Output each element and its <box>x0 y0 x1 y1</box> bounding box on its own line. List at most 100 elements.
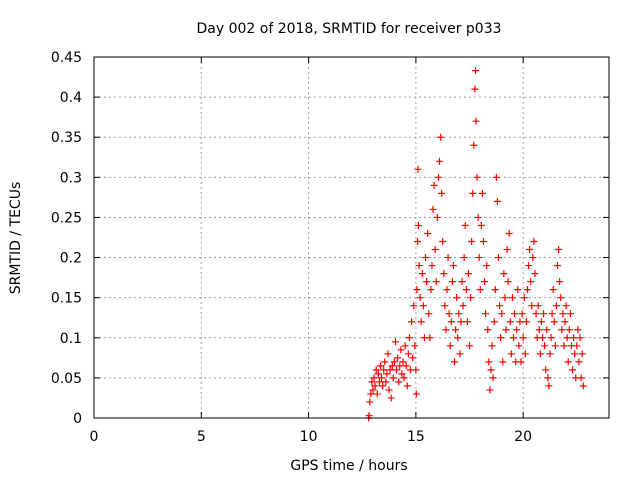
x-tick-label: 20 <box>514 429 532 445</box>
data-point <box>457 318 465 326</box>
data-point <box>517 358 525 366</box>
data-point <box>551 342 559 350</box>
data-point <box>562 302 570 310</box>
data-point <box>401 342 409 350</box>
data-point <box>429 205 437 213</box>
data-point <box>536 350 544 358</box>
data-point <box>492 173 500 181</box>
data-point <box>467 294 475 302</box>
data-point <box>493 197 501 205</box>
data-point <box>490 318 498 326</box>
data-point <box>370 374 378 382</box>
data-point <box>455 310 463 318</box>
data-point <box>506 318 514 326</box>
data-point <box>497 334 505 342</box>
data-point <box>487 366 495 374</box>
data-point <box>550 318 558 326</box>
data-point <box>461 221 469 229</box>
data-point <box>479 238 487 246</box>
data-point <box>427 286 435 294</box>
data-point <box>388 362 396 370</box>
data-point <box>439 238 447 246</box>
data-point <box>523 286 531 294</box>
data-point <box>379 382 387 390</box>
x-tick-label: 15 <box>407 429 425 445</box>
data-point <box>528 302 536 310</box>
data-point <box>390 358 398 366</box>
data-point <box>460 254 468 262</box>
data-point <box>552 302 560 310</box>
data-point <box>409 354 417 362</box>
data-point <box>382 378 390 386</box>
data-point <box>402 362 410 370</box>
data-point <box>381 358 389 366</box>
data-point <box>371 382 379 390</box>
data-point <box>391 338 399 346</box>
data-point <box>369 386 377 394</box>
x-axis-label: GPS time / hours <box>290 458 407 474</box>
data-point <box>519 334 527 342</box>
data-point <box>489 374 497 382</box>
data-point <box>412 390 420 398</box>
y-tick-label: 0.4 <box>60 90 82 106</box>
data-point <box>410 302 418 310</box>
data-point <box>384 350 392 358</box>
data-point <box>505 229 513 237</box>
data-point <box>570 334 578 342</box>
chart-title: Day 002 of 2018, SRMTID for receiver p03… <box>196 21 501 37</box>
data-point <box>415 262 423 270</box>
y-tick-label: 0 <box>73 411 82 427</box>
data-point <box>432 278 440 286</box>
data-point <box>569 366 577 374</box>
data-point <box>412 366 420 374</box>
data-point <box>515 342 523 350</box>
data-point <box>375 378 383 386</box>
data-point <box>491 286 499 294</box>
data-point <box>542 366 550 374</box>
data-point <box>564 358 572 366</box>
data-point <box>374 370 382 378</box>
plot-frame <box>93 56 610 419</box>
data-point <box>498 310 506 318</box>
data-point <box>404 350 412 358</box>
data-point <box>426 334 434 342</box>
data-point <box>399 358 407 366</box>
data-point <box>422 254 430 262</box>
data-point <box>516 318 524 326</box>
data-point <box>501 294 509 302</box>
data-point <box>513 326 521 334</box>
data-point <box>540 310 548 318</box>
data-point <box>419 302 427 310</box>
tick-labels: 0 0.05 0.1 0.15 0.2 0.25 0.3 0.35 0.4 0.45 0 5 10 15 2… <box>51 50 532 445</box>
data-point <box>435 157 443 165</box>
data-point <box>511 310 519 318</box>
data-point <box>451 358 458 366</box>
data-point <box>482 310 490 318</box>
data-point <box>481 278 489 286</box>
data-point <box>504 278 512 286</box>
data-point <box>440 270 448 278</box>
data-point <box>577 374 585 382</box>
data-point <box>502 326 510 334</box>
data-point <box>466 342 474 350</box>
data-point <box>437 133 445 141</box>
data-point <box>452 326 460 334</box>
data-point <box>535 326 543 334</box>
data-point <box>387 394 395 402</box>
data-point <box>510 334 518 342</box>
data-point <box>525 262 533 270</box>
data-point <box>443 286 451 294</box>
data-point <box>483 262 491 270</box>
data-point <box>424 229 432 237</box>
data-point <box>454 334 462 342</box>
data-point <box>534 302 542 310</box>
data-point <box>545 382 553 390</box>
data-point <box>527 278 535 286</box>
data-point <box>470 141 478 149</box>
data-point <box>561 318 569 326</box>
data-point <box>571 350 579 358</box>
x-tick-label: 10 <box>300 429 318 445</box>
data-point <box>416 294 424 302</box>
data-point <box>560 342 568 350</box>
